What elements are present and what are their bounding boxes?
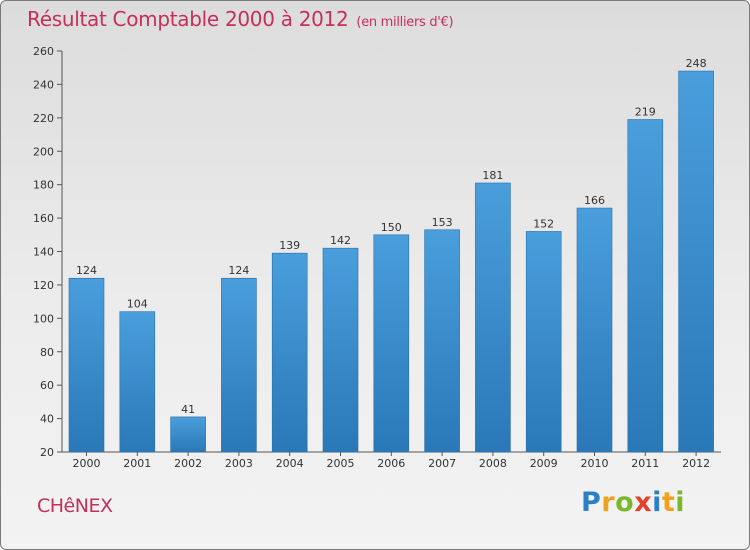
x-tick-label: 2011 (631, 457, 659, 470)
data-label: 219 (635, 106, 656, 119)
y-tick-label: 160 (33, 212, 54, 225)
bar (373, 234, 410, 453)
x-tick-label: 2003 (225, 457, 253, 470)
proxiti-logo: Proxiti (581, 487, 685, 518)
y-tick-label: 180 (33, 179, 54, 192)
y-tick-label: 80 (40, 346, 54, 359)
x-tick-label: 2000 (73, 457, 101, 470)
data-label: 153 (432, 216, 453, 229)
bar (627, 119, 664, 453)
y-tick-label: 260 (33, 45, 54, 58)
x-tick-label: 2008 (479, 457, 507, 470)
y-tick-label: 60 (40, 379, 54, 392)
data-label: 41 (181, 403, 195, 416)
x-tick-label: 2005 (327, 457, 355, 470)
data-label: 150 (381, 221, 402, 234)
data-label: 124 (76, 264, 97, 277)
logo-letter: t (661, 487, 676, 518)
bar (576, 207, 613, 453)
data-label: 139 (279, 239, 300, 252)
y-tick-label: 240 (33, 78, 54, 91)
bar (221, 277, 257, 453)
x-tick-label: 2004 (276, 457, 304, 470)
x-tick-label: 2007 (428, 457, 456, 470)
logo-letter: x (634, 487, 653, 518)
chart-subtitle: (en milliers d'€) (356, 15, 454, 30)
logo-letter: P (581, 487, 602, 518)
bar (678, 70, 714, 453)
x-tick-label: 2010 (581, 457, 609, 470)
x-tick-label: 2012 (682, 457, 710, 470)
bar (170, 416, 206, 453)
y-tick-label: 40 (40, 413, 54, 426)
chart-title: Résultat Comptable 2000 à 2012 (en millie… (27, 7, 454, 31)
bar (475, 182, 511, 453)
x-tick-label: 2009 (530, 457, 558, 470)
y-tick-label: 100 (33, 312, 54, 325)
data-label: 166 (584, 194, 605, 207)
y-tick-label: 200 (33, 145, 54, 158)
data-label: 181 (482, 169, 503, 182)
y-tick-label: 220 (33, 112, 54, 125)
x-tick-label: 2001 (123, 457, 151, 470)
chart-title-text: Résultat Comptable 2000 à 2012 (27, 7, 349, 31)
x-tick-label: 2002 (174, 457, 202, 470)
data-label: 124 (228, 264, 249, 277)
bar (322, 247, 359, 453)
commune-name: CHêNEX (37, 495, 113, 517)
data-label: 248 (686, 57, 707, 70)
bar (271, 252, 308, 453)
y-tick-label: 140 (33, 246, 54, 259)
logo-letter: r (601, 487, 616, 518)
y-tick-label: 120 (33, 279, 54, 292)
logo-letter: o (615, 487, 635, 518)
data-label: 142 (330, 234, 351, 247)
x-tick-label: 2006 (377, 457, 405, 470)
y-tick-label: 20 (40, 446, 54, 459)
logo-letter: i (652, 487, 662, 518)
bar (119, 311, 156, 453)
data-label: 152 (533, 217, 554, 230)
bar (525, 231, 562, 453)
logo-letter: i (675, 487, 686, 518)
bar (68, 277, 105, 453)
data-label: 104 (127, 298, 148, 311)
bar (424, 229, 460, 453)
